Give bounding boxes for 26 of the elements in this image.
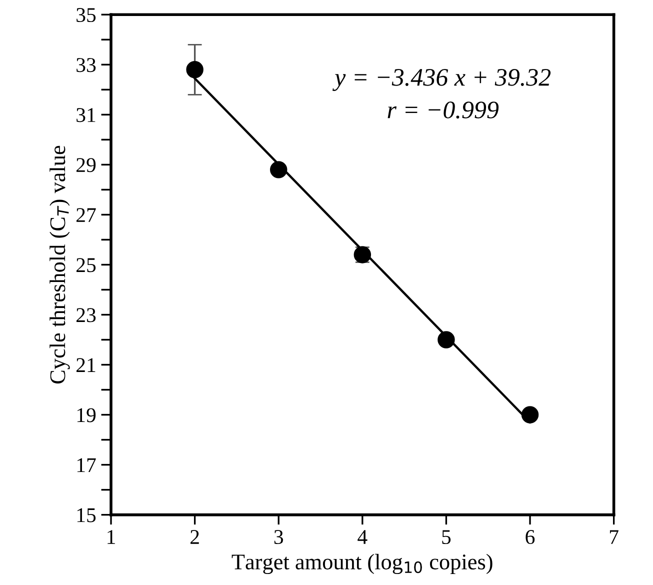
y-tick-label: 23 xyxy=(76,308,96,322)
y-tick-label: 17 xyxy=(77,458,96,472)
point xyxy=(521,406,539,424)
x-tick-label: 7 xyxy=(610,530,618,544)
point xyxy=(438,331,455,348)
y-tick-label: 15 xyxy=(77,508,96,522)
y-tick-label: 19 xyxy=(77,408,96,422)
y-tick-label: 33 xyxy=(76,58,96,72)
x-tick-label: 3 xyxy=(274,530,284,544)
y-tick-label: 21 xyxy=(76,358,96,372)
annotation: r = −0.999 xyxy=(388,102,499,119)
x-tick-label: 2 xyxy=(190,530,199,544)
x-axis-title: Target amount (log$_{10}$ copies) xyxy=(232,554,492,574)
y-tick-label: 31 xyxy=(76,108,96,122)
x-tick-label: 5 xyxy=(442,530,451,544)
x-tick-label: 6 xyxy=(526,530,535,544)
y-tick-label: 25 xyxy=(76,258,96,272)
point xyxy=(186,61,204,78)
point xyxy=(270,161,288,178)
y-tick-label: 27 xyxy=(76,208,96,222)
y-axis-title: Cycle threshold (C$_{T}$) value xyxy=(50,146,70,384)
y-tick-label: 29 xyxy=(76,158,96,172)
y-tick-label: 35 xyxy=(76,8,96,22)
x-tick-label: 1 xyxy=(108,530,115,544)
annotation: y = −3.436 x + 39.32 xyxy=(332,69,551,91)
x-tick-label: 4 xyxy=(358,530,368,544)
